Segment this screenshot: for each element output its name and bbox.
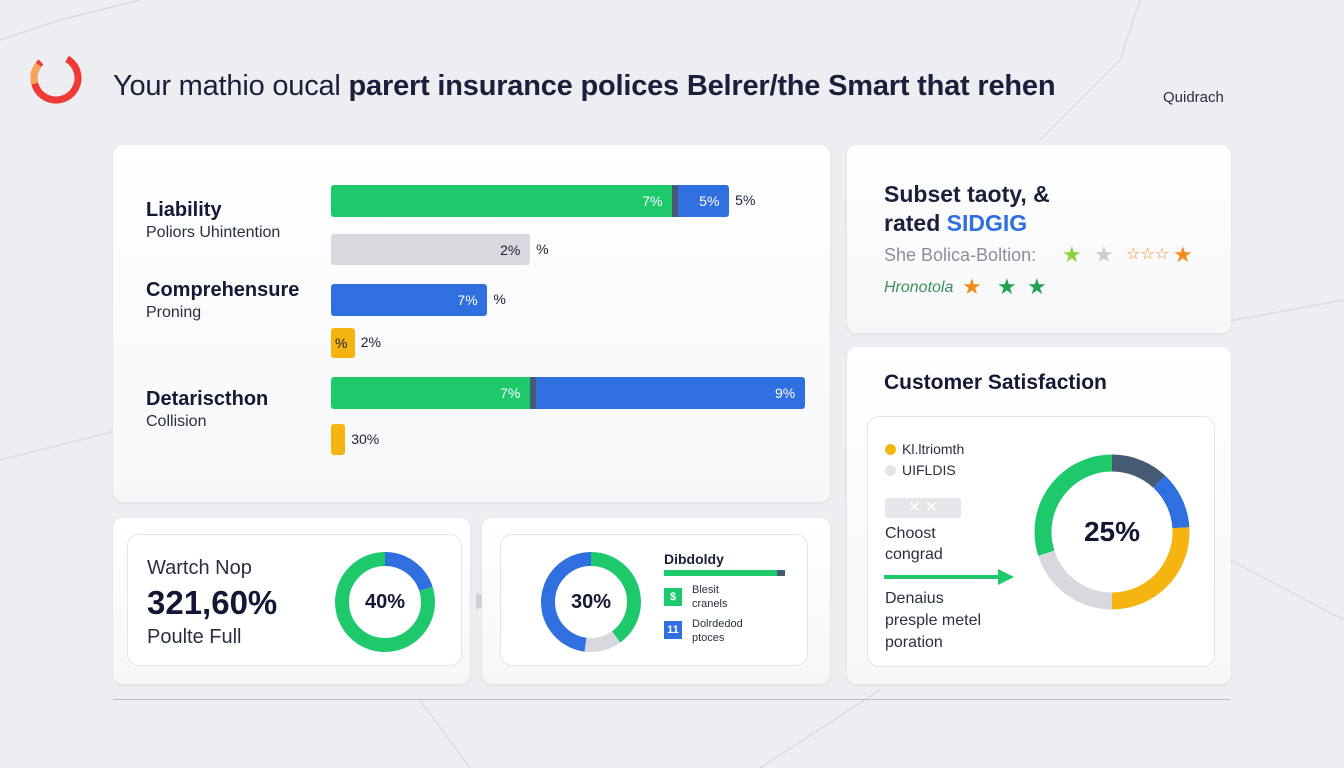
donut-slice: [1034, 454, 1190, 610]
footer-divider: [113, 699, 1230, 700]
dibdoldy-progress-bar: [664, 570, 785, 576]
row-sublabel-liability: Poliors Uhintention: [146, 224, 281, 241]
row-sublabel-comprehensure: Proning: [146, 304, 202, 321]
bar-segment: [535, 377, 805, 409]
satisfaction-donut-chart: [1034, 454, 1190, 610]
coverage-bar: [331, 424, 346, 455]
coverage-bar: 2%: [331, 234, 531, 265]
ratings-title-prefix: rated: [884, 210, 941, 236]
star-icon: ★: [997, 274, 1017, 299]
legend-dot-gray: [885, 465, 896, 476]
bar-segment: [331, 328, 355, 358]
bar-tail-label: %: [536, 240, 549, 257]
bar-segment: [331, 185, 673, 217]
coverage-bar: %: [331, 328, 355, 358]
star-icon: ★: [1094, 242, 1114, 267]
bar-tail-label: 5%: [735, 192, 756, 208]
donut-slice: [1034, 454, 1190, 610]
dibdoldy-donut-center-label: 30%: [570, 591, 612, 613]
legend-label-2: UIFLDIS: [902, 462, 956, 478]
bar-segment: [331, 377, 531, 409]
dibdoldy-item-2-icon: 11: [664, 621, 682, 639]
donut-slice: [541, 552, 641, 652]
desc-line-2: presple metel: [885, 612, 982, 629]
bar-segment: [331, 284, 488, 316]
bar-segment-label: 7%: [500, 385, 521, 401]
placeholder-chip: ✕ ✕: [885, 498, 961, 518]
bar-segment-label: %: [335, 335, 348, 351]
bar-segment: [331, 234, 531, 265]
desc-line-3: poration: [885, 634, 943, 651]
satisfaction-donut-center-label: 25%: [1083, 516, 1141, 547]
dibdoldy-title: Dibdoldy: [664, 551, 724, 567]
bar-segment: [672, 185, 678, 217]
rating-line-1: She Bolica-Boltion:: [884, 245, 1037, 265]
star-icon: ★: [1062, 242, 1082, 267]
bar-segment-label: 7%: [642, 193, 663, 209]
ratings-title: Subset taoty, & rated SIDGIG: [884, 180, 1050, 238]
row-label-comprehensure: Comprehensure: [146, 279, 300, 301]
bar-segment-label: 9%: [775, 385, 796, 401]
star-icon: ★: [1173, 242, 1193, 267]
page-title: Your mathio oucal parert insurance polic…: [113, 70, 1056, 103]
legend-label-1: Kl.ltriomth: [902, 441, 965, 457]
bar-tail-label: 30%: [351, 430, 380, 447]
row-sublabel-collision: Collision: [146, 413, 207, 430]
bar-tail-label: %: [493, 291, 506, 307]
bar-segment: [677, 185, 730, 217]
bar-segment: [331, 424, 346, 455]
coverage-bar: 7% 9%: [331, 377, 805, 409]
choost-label: Choost: [885, 525, 936, 542]
ratings-brand: SIDGIG: [946, 210, 1028, 236]
desc-line-1: Denaius: [885, 590, 944, 607]
page-title-bold: parert insurance polices Belrer/the Smar…: [348, 70, 1056, 102]
coverage-bar: 7% 5%: [331, 185, 730, 217]
row-label-detariscthon: Detariscthon: [146, 388, 269, 410]
watch-subtitle: Poulte Full: [147, 626, 242, 648]
donut-slice: [335, 552, 435, 652]
star-icon: ★: [962, 274, 982, 299]
legend-dot-yellow: [885, 444, 896, 455]
dibdoldy-item-1-line-2: cranels: [692, 598, 728, 610]
ratings-card: [847, 145, 1231, 333]
bar-segment-label: 5%: [699, 193, 720, 209]
row-label-liability: Liability: [146, 199, 222, 221]
rating-line-2: Hronotola: [884, 279, 954, 296]
dibdoldy-item-1-icon: $: [664, 588, 682, 606]
watch-value: 321,60%: [147, 584, 278, 621]
bar-segment-label: 7%: [457, 292, 478, 308]
dibdoldy-item-1-line-1: Blesit: [692, 584, 719, 596]
dibdoldy-donut-chart: [541, 552, 641, 652]
page-title-regular: Your mathio oucal: [113, 70, 341, 102]
watch-donut-chart: [335, 552, 435, 652]
star-outline-icon: ☆☆☆: [1126, 246, 1170, 263]
dibdoldy-item-2-line-1: Dolrdedod: [692, 618, 743, 630]
watch-title: Wartch Nop: [147, 557, 252, 579]
brand-name: Quidrach: [1163, 89, 1224, 106]
satisfaction-title: Customer Satisfaction: [884, 371, 1107, 394]
dibdoldy-item-2-line-2: ptoces: [692, 632, 725, 644]
bar-tail-label: 2%: [360, 334, 381, 350]
ratings-title-line1: Subset taoty, &: [884, 181, 1050, 207]
bar-segment-label: 2%: [500, 241, 521, 258]
bar-segment: [530, 377, 536, 409]
coverage-bar: 7%: [331, 284, 488, 316]
donut-slice: [541, 552, 641, 652]
arrow-right-icon: [884, 569, 1014, 585]
congrad-label: congrad: [885, 546, 943, 563]
logo-icon: [30, 52, 82, 104]
watch-donut-center-label: 40%: [364, 591, 406, 613]
star-icon: ★: [1027, 274, 1047, 299]
